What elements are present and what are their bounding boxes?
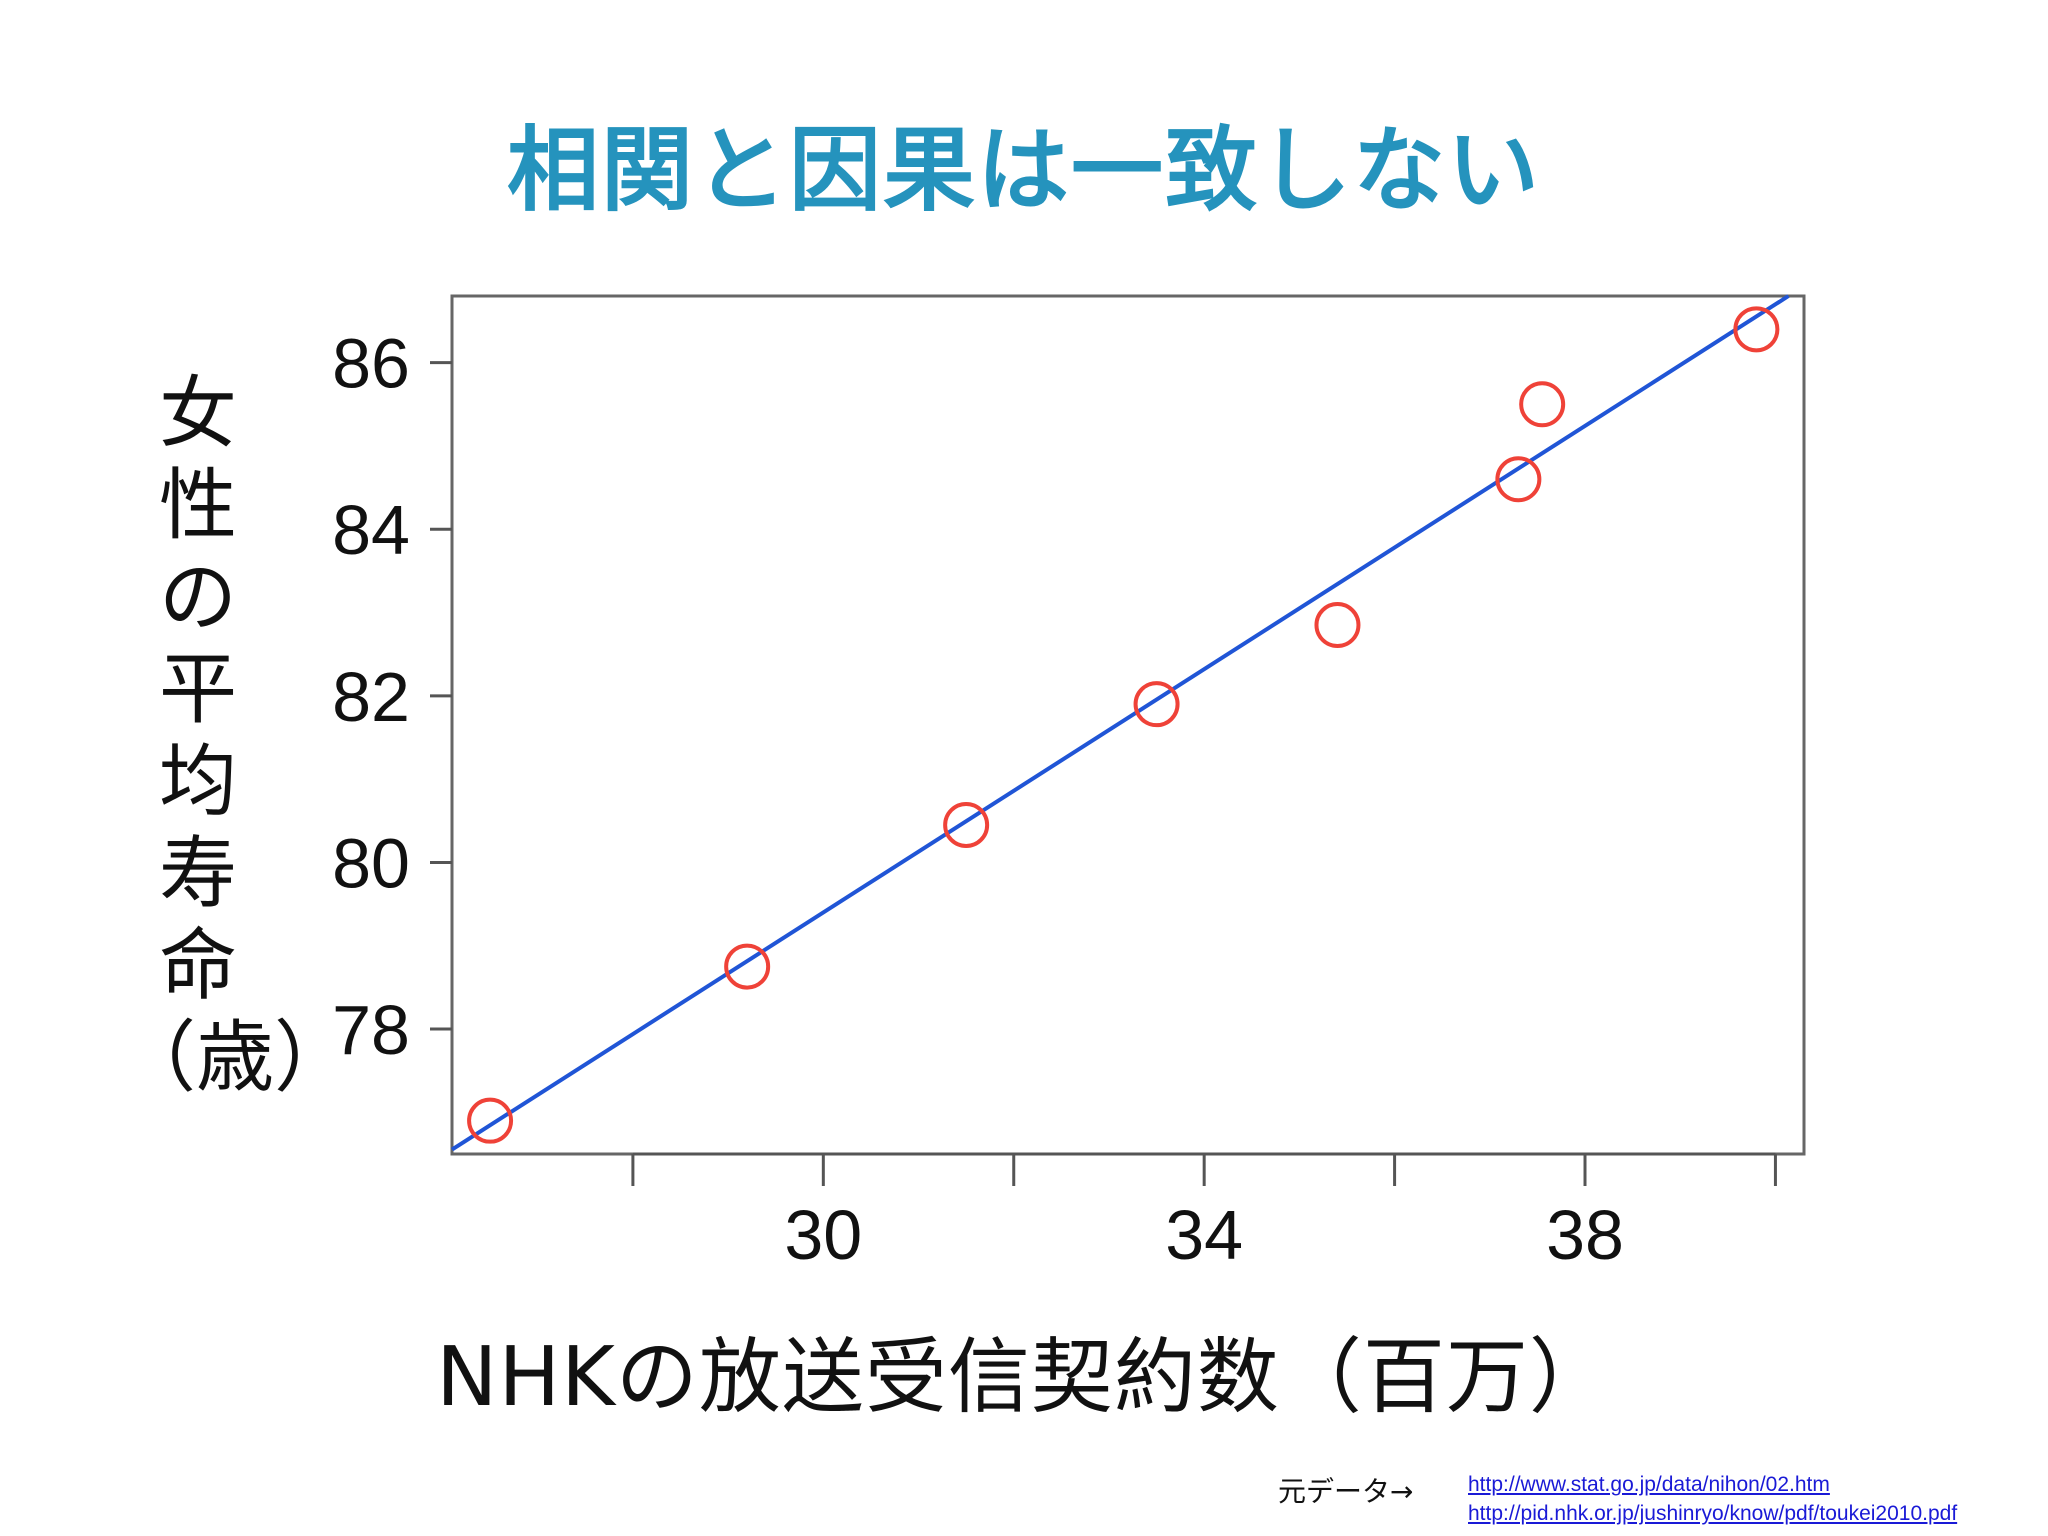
y-axis-label-char: 命 bbox=[158, 921, 237, 1011]
x-tick-label: 34 bbox=[1165, 1196, 1243, 1274]
points-group bbox=[467, 306, 1780, 1144]
y-axis-label: 女性の平均寿命（歳） bbox=[118, 368, 353, 1104]
slide-title: 相関と因果は一致しない bbox=[506, 117, 1541, 224]
source-links: http://www.stat.go.jp/data/nihon/02.htm … bbox=[1468, 1470, 1957, 1528]
y-tick-label: 84 bbox=[332, 491, 410, 569]
data-point bbox=[1495, 456, 1542, 503]
y-tick-label: 78 bbox=[332, 991, 410, 1069]
y-axis-label-char: 均 bbox=[158, 737, 237, 827]
y-axis-label-char: 平 bbox=[158, 645, 237, 735]
data-point bbox=[1133, 681, 1180, 728]
data-point bbox=[943, 801, 990, 848]
y-tick-label: 82 bbox=[332, 658, 410, 736]
source-link-nhk[interactable]: http://pid.nhk.or.jp/jushinryo/know/pdf/… bbox=[1468, 1502, 1958, 1525]
x-axis-label: NHKの放送受信契約数（百万） bbox=[436, 1330, 1612, 1425]
data-point bbox=[467, 1097, 514, 1144]
y-axis-label-char: （歳） bbox=[118, 1013, 353, 1103]
source-label: 元データ→ bbox=[1278, 1475, 1414, 1508]
plot-frame bbox=[450, 294, 1806, 1156]
x-tick-label: 38 bbox=[1546, 1196, 1624, 1274]
y-axis-label-char: 寿 bbox=[158, 829, 237, 919]
regression-line bbox=[450, 294, 1790, 1152]
fit-line-group bbox=[450, 294, 1790, 1152]
y-axis: 78 80 82 84 86 bbox=[332, 325, 452, 1069]
x-tick-label: 30 bbox=[784, 1196, 862, 1274]
y-axis-label-char: の bbox=[158, 553, 237, 643]
data-point bbox=[1733, 306, 1780, 353]
y-axis-label-char: 女 bbox=[158, 369, 237, 459]
data-point bbox=[724, 943, 771, 990]
y-tick-label: 80 bbox=[332, 824, 410, 902]
data-point bbox=[1519, 381, 1566, 428]
source-link-stat[interactable]: http://www.stat.go.jp/data/nihon/02.htm bbox=[1468, 1473, 1830, 1496]
y-tick-label: 86 bbox=[332, 325, 410, 403]
x-axis: 30 34 38 bbox=[631, 1152, 1777, 1274]
y-axis-label-char: 性 bbox=[158, 461, 237, 551]
data-point bbox=[1314, 602, 1361, 649]
